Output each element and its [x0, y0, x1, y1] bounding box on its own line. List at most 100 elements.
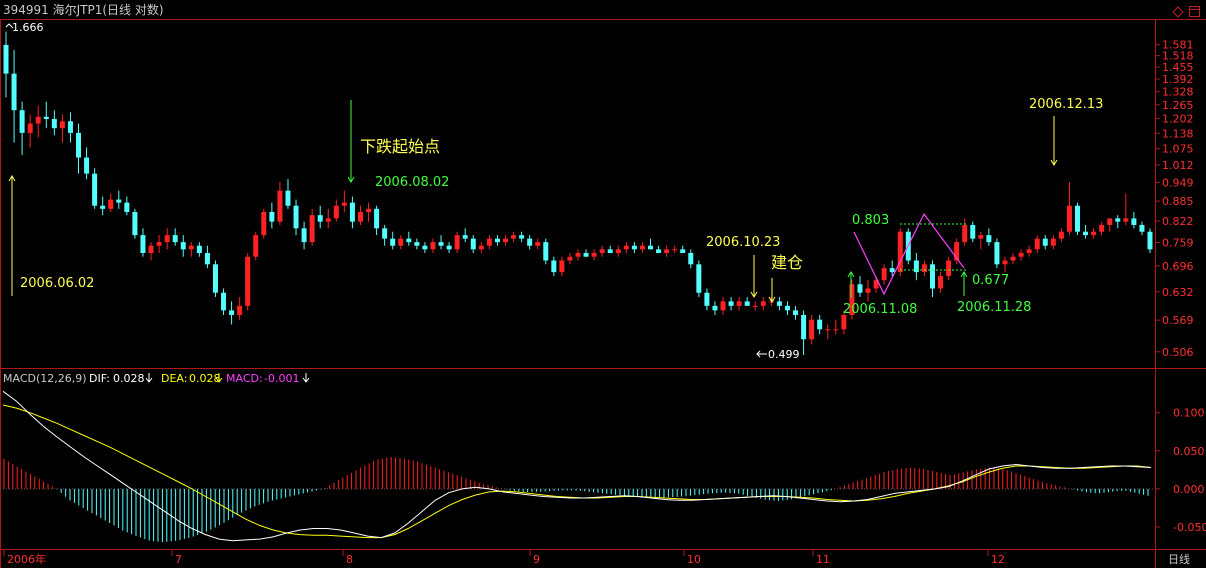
candle-body [921, 264, 927, 273]
candle-body [994, 242, 1000, 265]
price-axis: 1.5811.5181.4551.3921.3281.2651.2021.138… [1155, 39, 1194, 359]
time-tick-label: 8 [346, 553, 353, 566]
macd-label: MACD(12,26,9) [3, 372, 87, 385]
candle-body [100, 205, 106, 209]
macd-tick-label: 0.000 [1173, 483, 1205, 496]
candle-body [462, 235, 468, 239]
maximize-icon[interactable] [1189, 6, 1200, 17]
annotation-2006-12-13: 2006.12.13 [1029, 97, 1103, 112]
candle-body [124, 202, 130, 212]
candle-body [599, 249, 605, 253]
candle-body [116, 199, 122, 203]
high-marker-label: 1.666 [12, 21, 44, 34]
candle-body [3, 44, 9, 74]
candle-body [776, 301, 782, 306]
price-tick-label: 0.759 [1162, 236, 1194, 249]
macd-value-label: MACD: [226, 372, 263, 385]
high-marker-icon [5, 23, 14, 29]
candle-body [583, 252, 589, 257]
annotation-2006-08-02: 2006.08.02 [375, 175, 449, 190]
diamond-icon[interactable] [1172, 6, 1184, 18]
macd-axis: 0.100 0.050 0.000 -0.050 [0, 407, 1206, 534]
candle-body [422, 245, 428, 250]
candle-body [293, 205, 299, 229]
candle-body [970, 224, 976, 239]
candle-body [212, 264, 218, 293]
price-tick-label: 0.949 [1162, 176, 1194, 189]
candle-body [1147, 231, 1153, 250]
candle-body [551, 260, 557, 273]
candle-body [301, 228, 307, 243]
candle-body [938, 276, 944, 289]
candle-body [406, 238, 412, 243]
time-tick-label: 7 [175, 553, 182, 566]
candle-body [817, 319, 823, 330]
candle-body [333, 205, 339, 219]
candle-body [196, 245, 202, 253]
candle-body [494, 238, 500, 243]
candle-body [92, 173, 98, 206]
candle-body [204, 252, 210, 265]
candle-body [615, 249, 621, 253]
arrow-up-icon [847, 271, 855, 278]
annotation-2006-11-08: 2006.11.08 [843, 302, 917, 317]
annotation-build-position: 建仓 [771, 253, 803, 272]
candle-body [245, 256, 251, 306]
candle-body [567, 256, 573, 261]
dea-label: DEA: [161, 372, 187, 385]
candle-body [559, 260, 565, 273]
candle-body [793, 310, 799, 315]
candle-body [221, 292, 227, 311]
candle-body [430, 242, 436, 250]
candle-body [913, 260, 919, 273]
candle-body [1107, 218, 1113, 225]
price-tick-label: 0.569 [1162, 314, 1194, 327]
candle-body [164, 235, 170, 243]
wave-lines [853, 212, 968, 296]
candle-body [784, 305, 790, 311]
candle-body [108, 199, 114, 209]
candle-body [623, 245, 629, 250]
candle-body [954, 242, 960, 261]
candle-body [873, 280, 879, 289]
period-label: 日线 [1168, 552, 1190, 566]
candle-body [527, 238, 533, 246]
dif-line [2, 390, 1152, 542]
annotation-decline-start: 下跌起始点 [360, 137, 440, 156]
candle-body [639, 245, 645, 250]
candle-body [261, 211, 267, 236]
macd-lines [2, 390, 1152, 542]
candle-body [237, 305, 243, 315]
candle-body [446, 245, 452, 250]
candle-body [27, 123, 33, 133]
macd-header-text: MACD(12,26,9) DIF: 0.028 DEA: 0.028 MACD… [3, 372, 299, 385]
chart-title: 394991 海尔JTP1(日线 对数) [3, 2, 164, 17]
price-tick-label: 0.696 [1162, 260, 1194, 273]
candle-body [51, 119, 57, 129]
candle-body [986, 235, 992, 243]
arrow-down-icon [215, 373, 223, 383]
candle-body [309, 215, 315, 243]
candle-body [188, 245, 194, 250]
candle-body [889, 268, 895, 273]
candle-body [1010, 256, 1016, 261]
candle-body [696, 264, 702, 293]
candle-body [664, 249, 670, 253]
candle-body [511, 235, 517, 239]
candle-body [76, 132, 82, 158]
candle-body [470, 238, 476, 250]
wave-line [853, 212, 965, 296]
candle-body [712, 305, 718, 311]
price-tick-label: 0.506 [1162, 346, 1194, 359]
time-tick-label: 2006年 [7, 552, 46, 566]
arrow-down-icon [768, 296, 776, 303]
candle-body [486, 238, 492, 246]
arrow-down-icon [750, 291, 758, 298]
candle-body [946, 260, 952, 277]
candle-body [502, 238, 508, 243]
candle-body [269, 211, 275, 222]
candle-body [382, 228, 388, 239]
candle-body [374, 208, 380, 229]
candle-body [148, 245, 154, 253]
